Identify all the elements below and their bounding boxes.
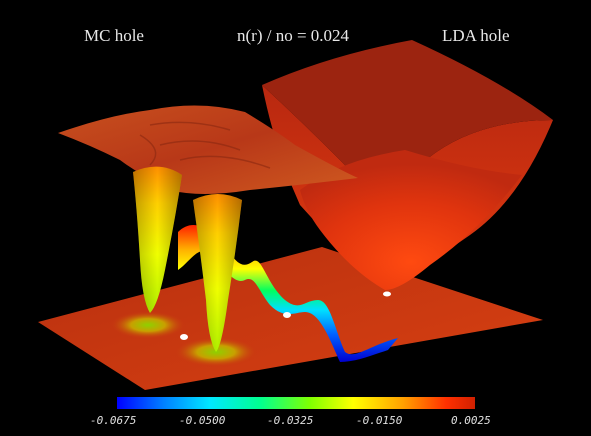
electron-marker-center	[283, 312, 291, 318]
mc-spike-left-shade	[133, 166, 182, 313]
colorbar-tick-3: -0.0325	[267, 414, 314, 427]
colorbar-tick-4: -0.0150	[356, 414, 403, 427]
electron-marker-left	[180, 334, 188, 340]
floor-plane	[38, 247, 543, 390]
mc-hole-surface	[58, 105, 358, 194]
colorbar-tick-1: -0.0675	[90, 414, 137, 427]
mc-hole-ridges	[139, 121, 271, 169]
colorbar	[117, 397, 475, 409]
lda-hole-bowl	[300, 150, 522, 290]
colorbar-tick-2: -0.0500	[179, 414, 226, 427]
lda-hole-rim	[262, 40, 553, 184]
mc-spike-right-shade	[193, 194, 242, 352]
density-ratio-label: n(r) / no = 0.024	[237, 26, 350, 45]
lda-hole-label: LDA hole	[442, 26, 510, 45]
electron-marker-right	[383, 291, 391, 297]
colorbar-tick-5: 0.0025	[451, 414, 491, 427]
mc-hole-label: MC hole	[84, 26, 144, 45]
floor-glow-left	[110, 311, 186, 339]
